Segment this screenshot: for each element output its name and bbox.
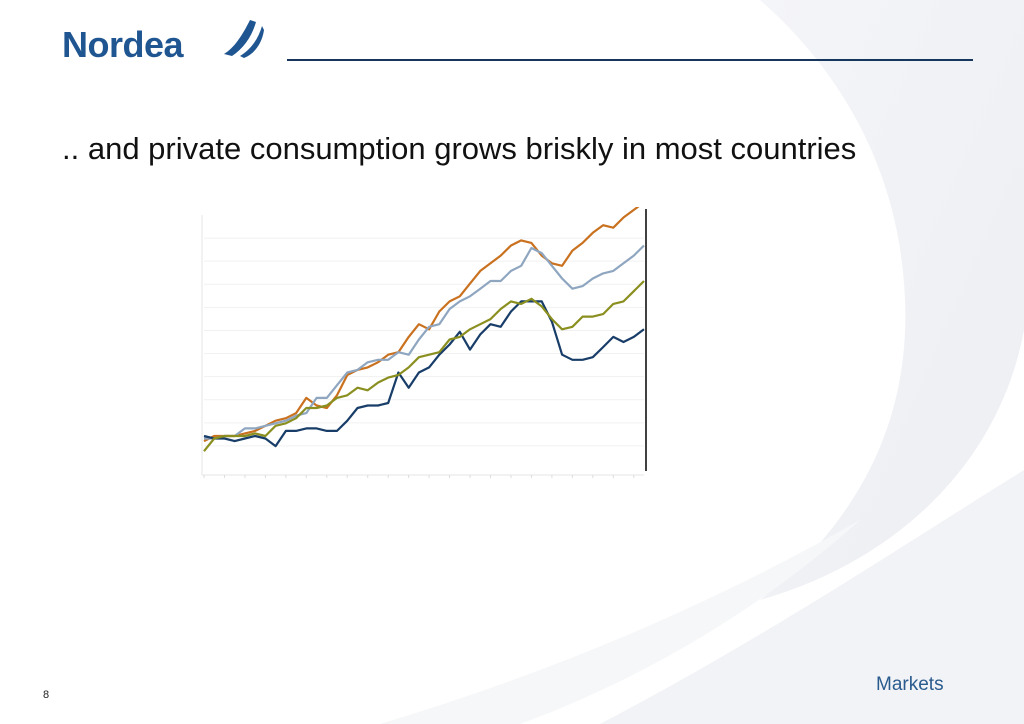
nordea-logo: Nordea: [62, 18, 267, 66]
chart-axes: [201, 209, 647, 478]
markets-label: Markets: [876, 674, 944, 695]
series-line-2: [204, 244, 645, 440]
slide-title: .. and private consumption grows briskly…: [62, 131, 857, 166]
chart-gridlines: [204, 237, 644, 447]
chart-canvas: [201, 207, 647, 478]
logo-wordmark: Nordea: [62, 24, 184, 65]
header-rule: [287, 59, 973, 61]
sail-icon: [224, 20, 264, 58]
series-line-1: [203, 207, 640, 443]
series-line-4: [203, 280, 645, 452]
page-number: 8: [43, 689, 50, 701]
consumption-chart: [196, 207, 684, 525]
series-line-3: [203, 300, 645, 448]
chart-series: [203, 207, 645, 452]
